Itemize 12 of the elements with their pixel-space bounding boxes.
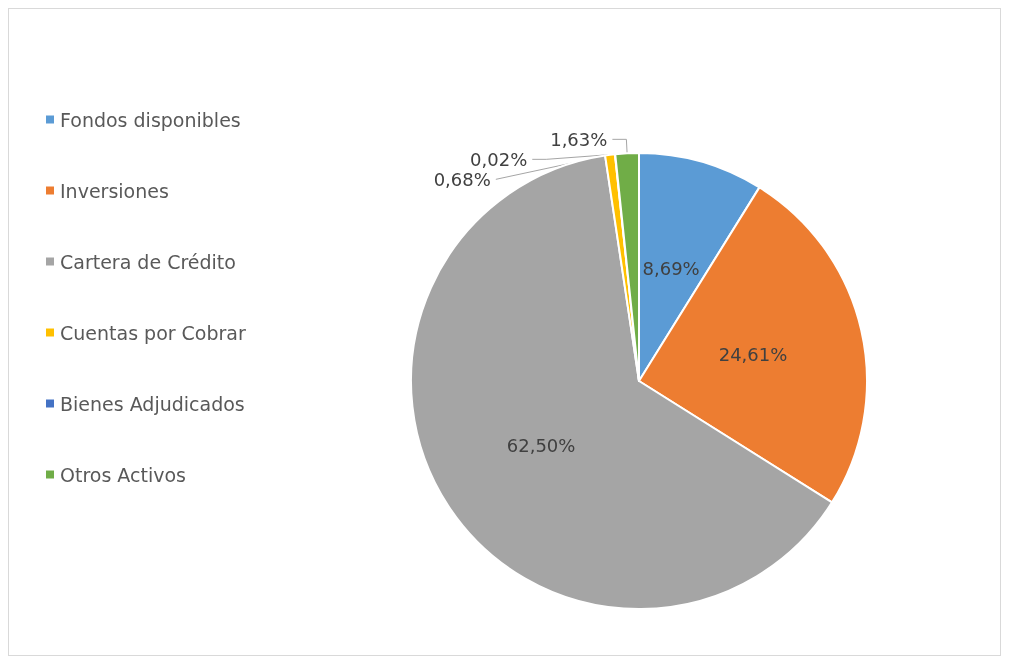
data-label: 24,61% — [718, 344, 788, 366]
legend-label: Bienes Adjudicados — [60, 392, 245, 415]
data-label: 0,02% — [470, 148, 528, 170]
data-label: 0,68% — [433, 168, 491, 190]
legend-label: Fondos disponibles — [60, 108, 241, 131]
legend-label: Otros Activos — [60, 463, 186, 486]
data-label: 8,69% — [642, 258, 700, 279]
legend-label: Cartera de Crédito — [60, 250, 236, 273]
data-label: 62,50% — [506, 434, 576, 456]
data-label: 1,63% — [550, 128, 608, 150]
legend-label: Inversiones — [60, 179, 169, 202]
legend-label: Cuentas por Cobrar — [60, 321, 247, 344]
